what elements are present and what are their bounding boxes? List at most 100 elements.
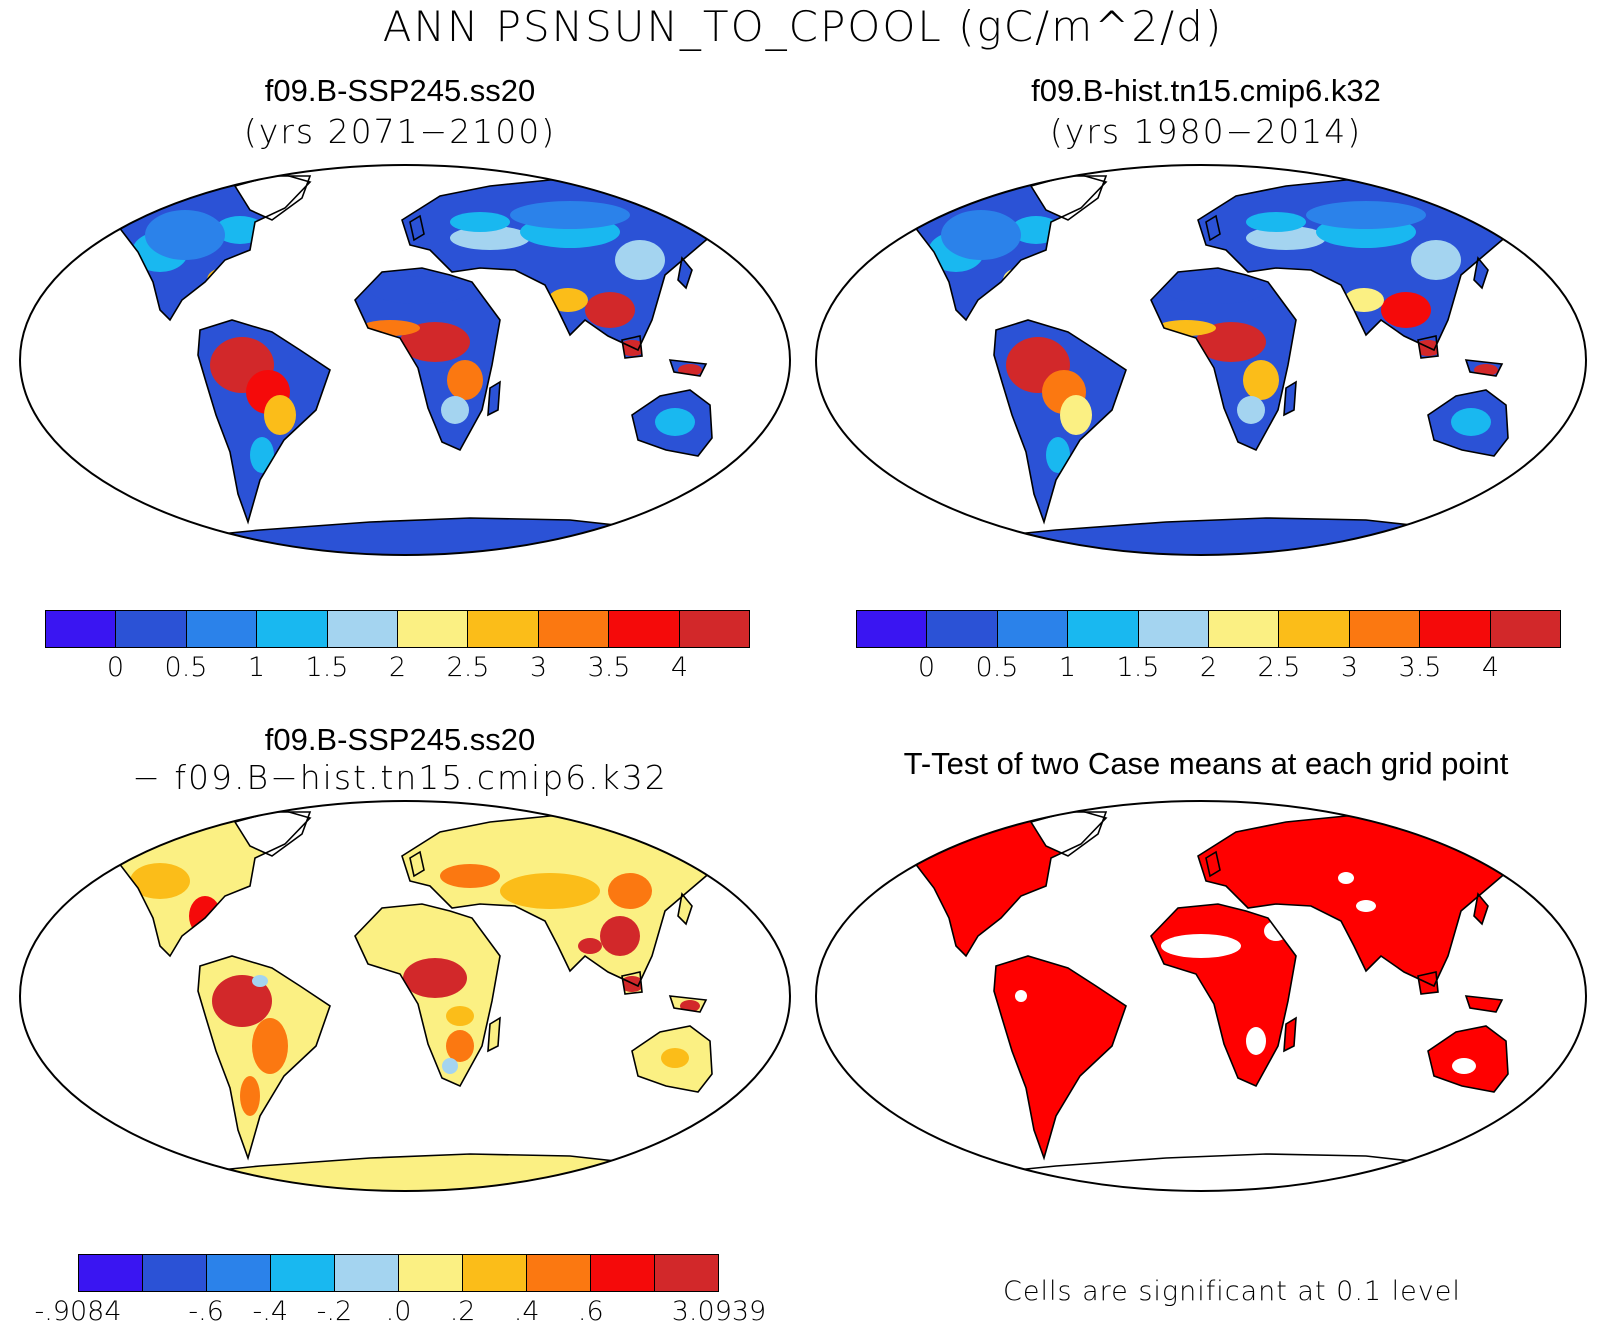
colorbar-box: [143, 1255, 207, 1291]
colorbar-tick-label: 3: [1340, 652, 1359, 683]
land-uk: [410, 852, 424, 876]
field-patch: [1243, 360, 1279, 400]
colorbar-box: [997, 611, 1069, 647]
field-patch: [548, 288, 588, 312]
coast-madagascar: [487, 1016, 501, 1053]
field-patch: [578, 938, 602, 954]
map-border: [815, 164, 1587, 556]
colorbar-tick-label: 2: [1199, 652, 1218, 683]
colorbar-tick-label: 3.0939: [671, 1296, 767, 1327]
colorbar-tick-label: 1.5: [305, 652, 349, 683]
map-panel-ttest: [806, 796, 1596, 1196]
field-patch: [1166, 276, 1266, 304]
field-overlay: [1015, 854, 1476, 1074]
field-patch: [446, 1030, 474, 1062]
colorbar-tick-label: -.9084: [34, 1296, 122, 1327]
colorbar-box: [398, 611, 469, 647]
field-patch: [1237, 396, 1265, 424]
colorbar-box: [1349, 611, 1421, 647]
coast-nz: [1551, 450, 1569, 484]
field-patch: [1161, 934, 1241, 958]
field-patch: [941, 210, 1021, 260]
coast-madagascar: [1283, 1016, 1297, 1053]
colorbar-hist: 0 0.5 1 1.5 2 2.5 3 3.5 4: [856, 610, 1561, 690]
colorbar-tick-label: .6: [577, 1296, 604, 1327]
field-patch: [252, 1018, 288, 1074]
colorbar-box: [186, 611, 258, 647]
field-patch: [1246, 1027, 1266, 1055]
land-southAmerica: [994, 956, 1126, 1158]
field-patch: [600, 916, 640, 956]
colorbar-box: [857, 611, 928, 647]
field-patch: [510, 201, 630, 229]
coast-australia: [1427, 389, 1509, 457]
colorbar-box: [1490, 611, 1561, 647]
map-panel-ssp245: [10, 160, 800, 560]
field-patch: [450, 226, 530, 250]
colorbar-ssp245: 0 0.5 1 1.5 2 2.5 3 3.5 4: [45, 610, 750, 690]
land-nz: [756, 1088, 772, 1118]
greenland-ice: [1031, 176, 1106, 220]
colorbar-box: [609, 611, 680, 647]
colorbar-tick-label: 3.5: [1398, 652, 1442, 683]
colorbar-box: [116, 611, 187, 647]
figure-title: ANN PSNSUN_TO_CPOOL (gC/m^2/d): [382, 2, 1224, 51]
colorbar-difference: -.9084 -.6 -.4 -.2 .0 .2 .4 .6 3.0939: [34, 1254, 766, 1327]
land-nz: [1552, 1088, 1568, 1118]
land-nz: [1552, 452, 1568, 482]
field-patch: [264, 395, 296, 435]
colorbar-tick-label: 0: [106, 652, 125, 683]
colorbar-box: [1209, 611, 1280, 647]
colorbar-tick-label: 0.5: [164, 652, 208, 683]
colorbar-box: [927, 611, 998, 647]
coast-newGuinea: [1464, 995, 1504, 1013]
coast-borneo: [621, 335, 643, 359]
colorbar-box: [271, 1255, 335, 1291]
map-border: [815, 800, 1587, 1192]
colorbar-tick-label: 4: [670, 652, 689, 683]
field-patch: [442, 1058, 458, 1074]
field-patch: [1196, 322, 1266, 362]
map-border: [19, 800, 791, 1192]
colorbar-tick-label: 0: [917, 652, 936, 683]
colorbar-boxes: [78, 1254, 719, 1292]
coast-borneo: [1417, 971, 1439, 995]
coast-australia: [631, 389, 713, 457]
coast-madagascar: [487, 380, 501, 417]
greenland-ice: [235, 176, 310, 220]
colorbar-box: [468, 611, 539, 647]
land-uk: [1206, 852, 1220, 876]
coast-uk: [1205, 214, 1221, 242]
colorbar-box: [1138, 611, 1210, 647]
field-patch: [1381, 292, 1431, 328]
coast-nz: [755, 1086, 773, 1120]
colorbar-tick-label: -.2: [316, 1296, 353, 1327]
coast-japan: [677, 892, 693, 926]
land-madagascar: [488, 1018, 500, 1051]
coast-africa: [1150, 267, 1297, 452]
field-patch: [250, 437, 274, 473]
coast-australia: [1427, 1025, 1509, 1093]
coast-australia: [631, 1025, 713, 1093]
field-overlay: [130, 863, 700, 1116]
map-ssp245: [19, 164, 791, 556]
colorbar-boxes: [45, 610, 750, 648]
map-difference: [19, 800, 791, 1192]
colorbar-tick-label: .2: [449, 1296, 476, 1327]
field-patch: [403, 958, 467, 998]
colorbar-box: [335, 1255, 399, 1291]
colorbar-box: [679, 611, 750, 647]
field-patch: [661, 1048, 689, 1068]
colorbar-tick-label: 2.5: [1257, 652, 1301, 683]
colorbar-tick-label: 2.5: [446, 652, 490, 683]
coast-japan: [1473, 256, 1489, 290]
field-patch: [1246, 226, 1326, 250]
colorbar-tick-label: 1.5: [1116, 652, 1160, 683]
land-madagascar: [488, 382, 500, 415]
panel-2-subtitle: (yrs 1980−2014): [1049, 112, 1363, 151]
coast-southAmerica: [993, 955, 1127, 1161]
colorbar-tick-label: 3: [529, 652, 548, 683]
greenland-ice: [235, 812, 310, 856]
coast-southAmerica: [993, 319, 1127, 525]
colorbar-tick-label: 1: [1058, 652, 1077, 683]
